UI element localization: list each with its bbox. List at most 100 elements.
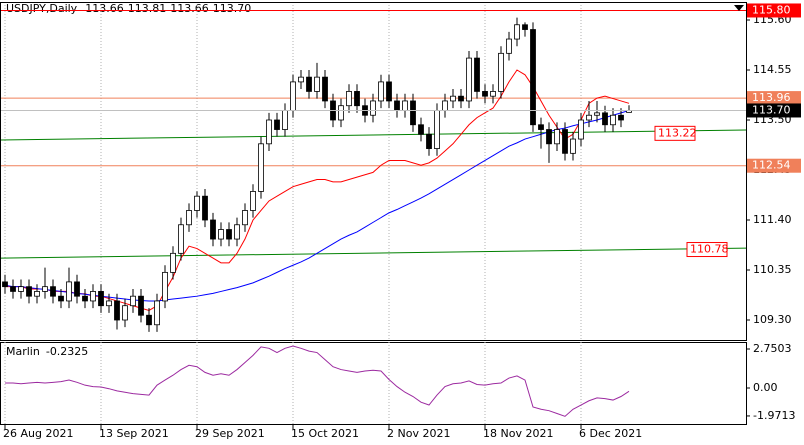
candle-body [290,81,296,111]
candle-body [50,286,56,297]
symbol: USDJPY,Daily [6,2,78,15]
candle-body [442,100,448,111]
candle-body [298,76,304,83]
chart-title: USDJPY,Daily 113.66 113.81 113.66 113.70 [6,2,251,15]
candle-body [530,29,536,126]
candle-body [578,119,584,140]
candle-body [122,305,128,321]
candle-body [490,91,496,97]
candle-body [426,133,432,149]
trendline-label: 113.22 [658,126,697,139]
trendline [0,247,747,259]
candle-body [498,52,504,92]
candle-body [34,291,40,297]
candle-body [458,95,464,102]
candle-body [450,95,456,102]
candle-body [202,195,208,221]
candle-body [250,191,256,211]
level-label: 115.80 [752,3,791,16]
y-tick-label: 111.40 [753,213,792,226]
candle-body [514,24,520,40]
level-label-box [747,3,801,18]
candle-body [562,129,568,154]
quote-high: 113.81 [128,2,167,15]
candle-body [370,100,376,116]
candle-body [618,114,624,121]
bid-label: 113.70 [752,103,791,116]
y-tick-label: 114.55 [753,63,792,76]
candle-body [186,210,192,226]
candle-body [210,219,216,240]
candle-body [58,295,64,302]
candle-body [394,100,400,111]
candle-body [306,76,312,92]
candle-body [226,229,232,240]
candle-body [570,138,576,154]
candle-body [418,124,424,135]
bid-label-box [747,103,801,118]
level-label-box [747,91,801,106]
indicator-y-tick-label: 2.7503 [753,342,792,355]
trendline-label-box [686,242,728,258]
candle-body [338,105,344,121]
quote-low: 113.66 [170,2,209,15]
candle-body [26,286,32,297]
candle-body [522,24,528,30]
candle-body [234,224,240,240]
quote-close: 113.70 [213,2,252,15]
x-tick-label: 13 Sep 2021 [99,427,169,440]
candle-body [314,76,320,92]
candle-body [266,119,272,145]
candle-body [586,114,592,121]
candle-body [154,300,160,326]
candle-body [474,57,480,92]
candle-body [10,286,16,292]
candle-body [66,281,72,302]
candle-body [74,281,80,297]
level-label: 112.54 [752,159,791,172]
candle-body [170,252,176,273]
trendline [0,129,747,141]
candle-body [138,295,144,316]
trendline-label-box [654,125,696,141]
x-tick-label: 29 Sep 2021 [195,427,265,440]
x-tick-label: 26 Aug 2021 [3,427,73,440]
x-tick-label: 15 Oct 2021 [291,427,359,440]
indicator-value: -0.2325 [46,345,88,358]
candle-body [258,143,264,192]
indicator-y-tick-label: -1.9713 [753,409,795,422]
candle-body [354,91,360,107]
candle-body [322,76,328,102]
candle-body [242,210,248,226]
candle-body [610,114,616,126]
candle-body [386,81,392,102]
candle-body [82,295,88,302]
indicator-name: Marlin [6,345,40,358]
level-label: 113.96 [752,91,791,104]
candle-body [2,281,8,288]
indicator-pane-frame [0,342,747,425]
candle-body [602,112,608,126]
candle-body [594,112,600,116]
y-tick-label: 110.35 [753,263,792,276]
candle-body [482,91,488,97]
y-tick-label: 109.30 [753,313,792,326]
candle-body [114,300,120,321]
candle-body [106,300,112,307]
candle-body [546,129,552,145]
x-tick-label: 6 Dec 2021 [579,427,642,440]
candle-body [506,38,512,54]
candle-body [346,91,352,107]
candle-body [98,291,104,307]
main-pane-frame [0,2,747,341]
candle-body [434,110,440,149]
candle-body [194,195,200,211]
candle-body [466,57,472,102]
candle-body [538,124,544,130]
candle-body [42,286,48,292]
scroll-marker [734,5,744,11]
candle-body [146,314,152,326]
candle-body [90,291,96,302]
